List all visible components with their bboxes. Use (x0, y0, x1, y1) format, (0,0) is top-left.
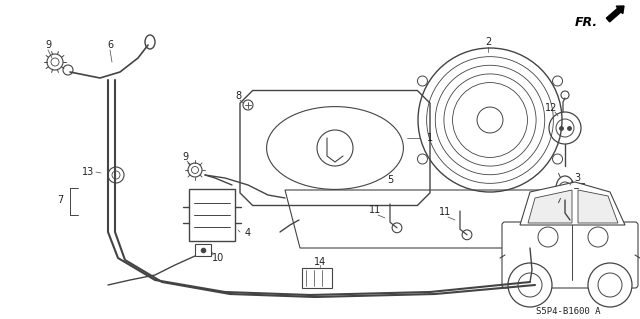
Text: 12: 12 (545, 103, 557, 113)
Bar (195, 244, 211, 256)
Text: 4: 4 (245, 228, 251, 238)
Text: 8: 8 (235, 91, 241, 101)
Bar (189, 189, 235, 241)
FancyBboxPatch shape (502, 222, 638, 288)
Polygon shape (528, 190, 572, 223)
FancyArrow shape (606, 6, 624, 22)
Bar (574, 183, 584, 193)
Text: 1: 1 (427, 133, 433, 143)
Text: 3: 3 (574, 173, 580, 183)
Text: 14: 14 (314, 257, 326, 267)
Circle shape (508, 263, 552, 307)
Text: 11: 11 (369, 205, 381, 215)
Text: 11: 11 (439, 207, 451, 217)
Text: 6: 6 (107, 40, 113, 50)
Text: S5P4-B1600 A: S5P4-B1600 A (536, 308, 600, 316)
Polygon shape (578, 190, 618, 223)
Text: 7: 7 (57, 195, 63, 205)
Text: 5: 5 (387, 175, 393, 185)
Text: 10: 10 (212, 253, 224, 263)
Polygon shape (520, 182, 625, 225)
Text: 9: 9 (182, 152, 188, 162)
Circle shape (588, 263, 632, 307)
Text: 13: 13 (82, 167, 94, 177)
Bar (302, 268, 332, 288)
Text: 9: 9 (45, 40, 51, 50)
Text: 2: 2 (485, 37, 491, 47)
Text: FR.: FR. (575, 16, 598, 28)
